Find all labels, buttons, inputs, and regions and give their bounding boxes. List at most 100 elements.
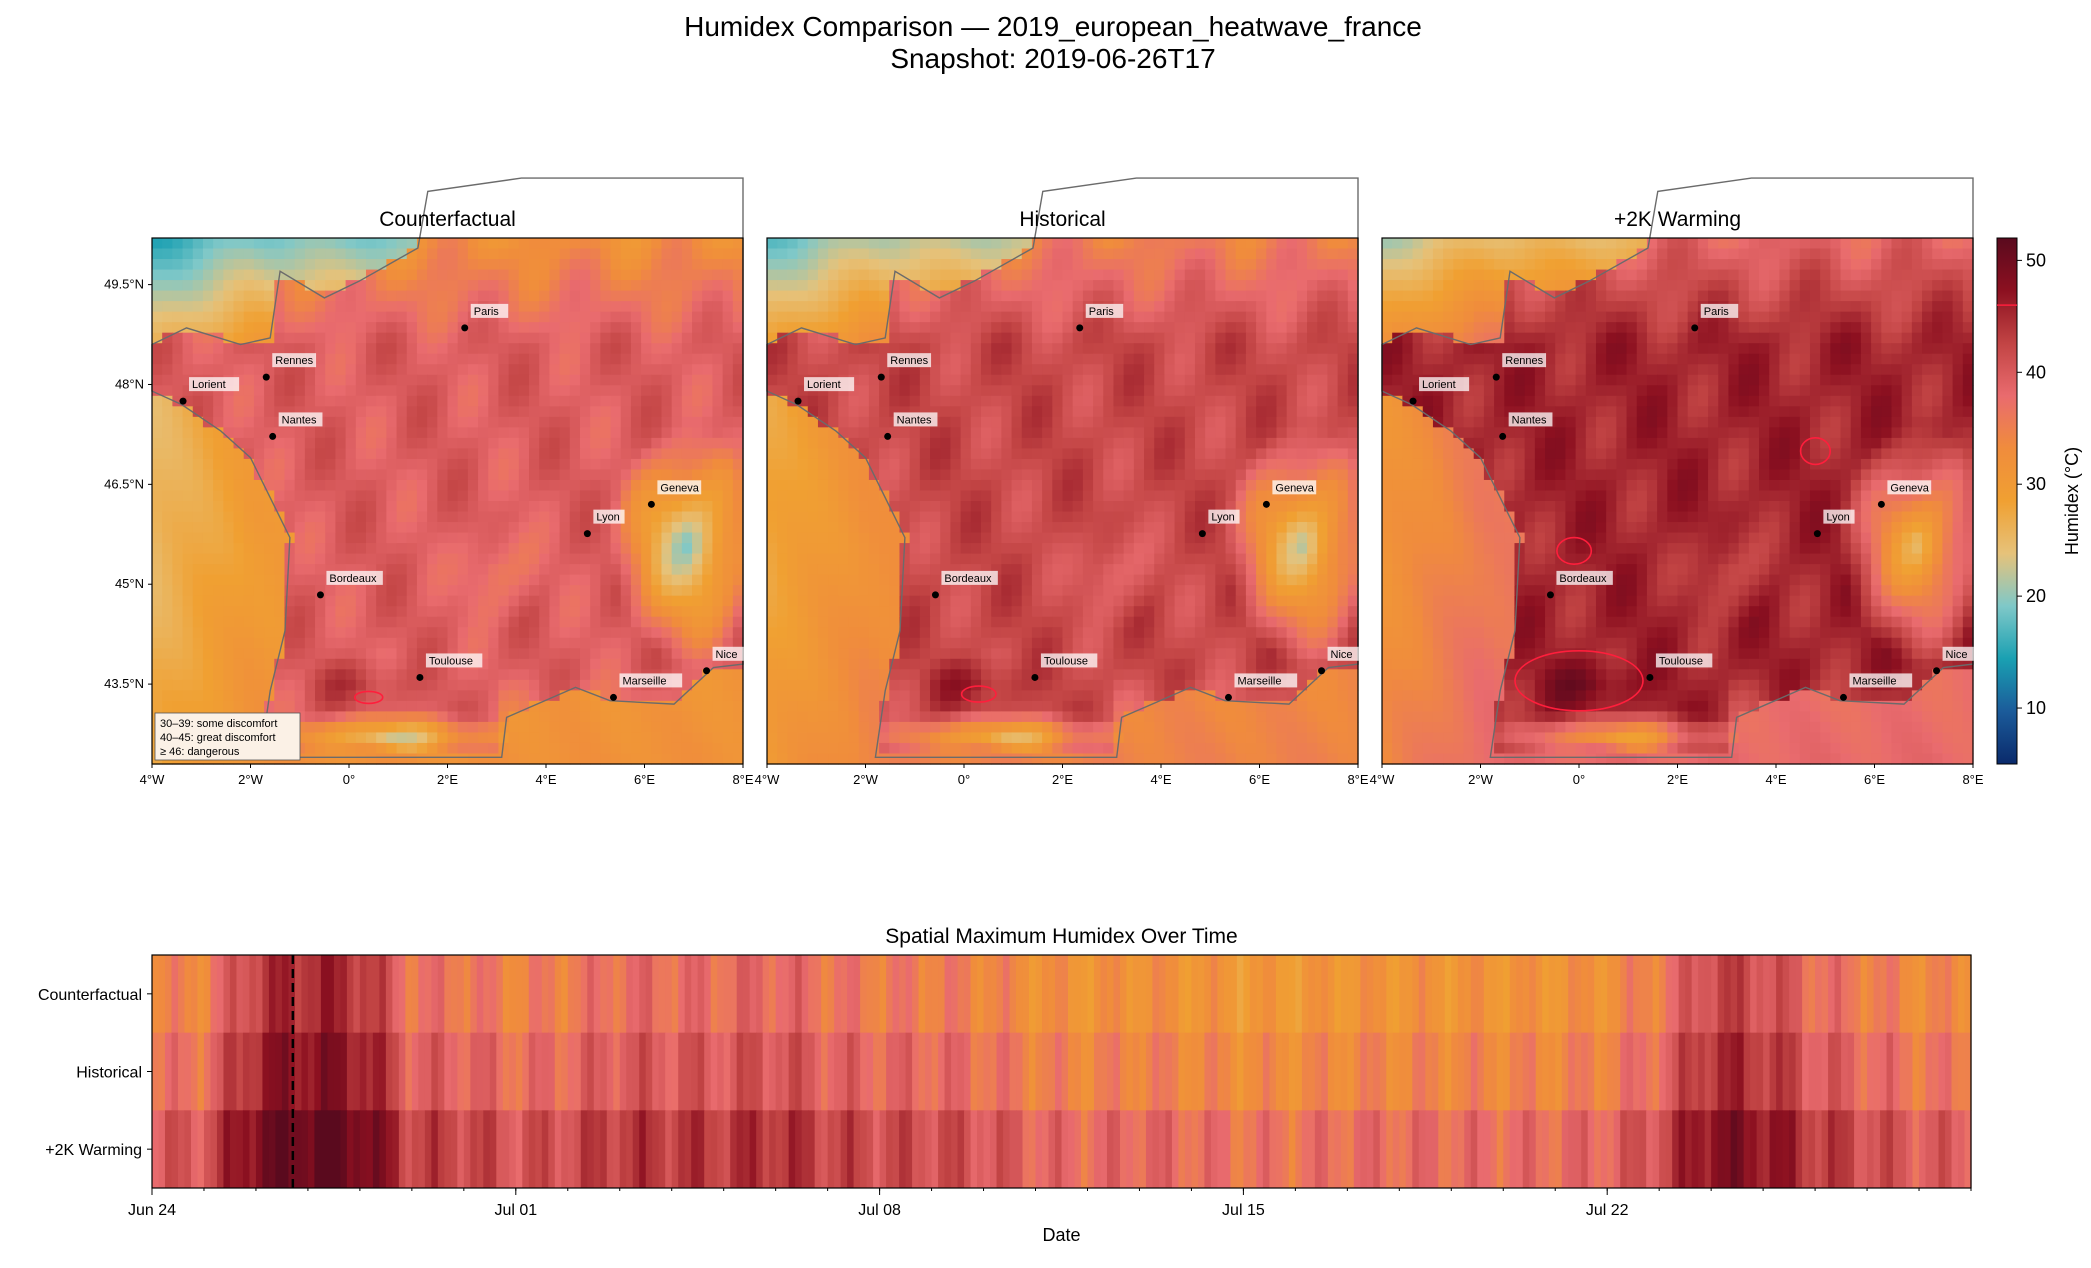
map-heat-cell <box>427 564 438 575</box>
map-heat-cell <box>284 259 295 270</box>
map-heat-cell <box>1124 343 1135 354</box>
map-heat-cell <box>1205 396 1216 407</box>
map-heat-cell <box>1205 312 1216 323</box>
map-heat-cell <box>1246 459 1257 470</box>
map-heat-cell <box>712 375 723 386</box>
map-heat-cell <box>1001 438 1012 449</box>
map-heat-cell <box>961 333 972 344</box>
map-heat-cell <box>162 480 173 491</box>
map-heat-cell <box>767 312 778 323</box>
map-heat-cell <box>570 627 581 638</box>
map-heat-cell <box>529 333 540 344</box>
map-heat-cell <box>859 291 870 302</box>
map-heat-cell <box>448 512 459 523</box>
map-heat-cell <box>346 732 357 743</box>
map-heat-cell <box>407 743 418 754</box>
map-heat-cell <box>560 585 571 596</box>
map-heat-cell <box>570 617 581 628</box>
map-heat-cell <box>274 533 285 544</box>
map-heat-cell <box>203 638 214 649</box>
map-heat-cell <box>478 448 489 459</box>
map-heat-cell <box>1124 596 1135 607</box>
map-heat-cell <box>611 732 622 743</box>
map-heat-cell <box>570 512 581 523</box>
map-heat-cell <box>981 301 992 312</box>
map-heat-cell <box>213 690 224 701</box>
map-heat-cell <box>305 617 316 628</box>
map-heat-cell <box>723 301 734 312</box>
map-heat-cell <box>264 596 275 607</box>
map-heat-cell <box>889 585 900 596</box>
map-heat-cell <box>295 606 306 617</box>
map-heat-cell <box>1266 543 1277 554</box>
map-heat-cell <box>950 480 961 491</box>
map-heat-cell <box>1113 448 1124 459</box>
map-heat-cell <box>920 469 931 480</box>
map-heat-cell <box>991 343 1002 354</box>
map-heat-cell <box>1103 438 1114 449</box>
map-heat-cell <box>193 343 204 354</box>
map-heat-cell <box>1256 375 1267 386</box>
map-heat-cell <box>1276 585 1287 596</box>
map-heat-cell <box>335 648 346 659</box>
map-heat-cell <box>1154 291 1165 302</box>
map-heat-cell <box>1287 270 1298 281</box>
map-heat-cell <box>723 701 734 712</box>
map-heat-cell <box>1175 249 1186 260</box>
map-heat-cell <box>305 501 316 512</box>
map-heat-cell <box>488 575 499 586</box>
map-heat-cell <box>1195 354 1206 365</box>
map-heat-cell <box>549 606 560 617</box>
map-heat-cell <box>682 753 693 764</box>
map-heat-cell <box>631 312 642 323</box>
map-heat-cell <box>346 469 357 480</box>
map-heat-cell <box>1266 427 1277 438</box>
map-heat-cell <box>203 322 214 333</box>
map-heat-cell <box>397 722 408 733</box>
map-heat-cell <box>366 322 377 333</box>
map-heat-cell <box>590 238 601 249</box>
map-heat-cell <box>529 680 540 691</box>
map-heat-cell <box>1175 322 1186 333</box>
map-heat-cell <box>1297 448 1308 459</box>
map-heat-cell <box>1185 522 1196 533</box>
map-heat-cell <box>560 512 571 523</box>
map-heat-cell <box>621 406 632 417</box>
map-heat-cell <box>1175 396 1186 407</box>
map-heat-cell <box>1175 596 1186 607</box>
map-heat-cell <box>427 343 438 354</box>
map-heat-cell <box>519 533 530 544</box>
map-heat-cell <box>376 512 387 523</box>
map-heat-cell <box>437 291 448 302</box>
map-heat-cell <box>488 280 499 291</box>
map-heat-cell <box>692 575 703 586</box>
map-heat-cell <box>777 343 788 354</box>
map-heat-cell <box>1307 259 1318 270</box>
map-heat-cell <box>437 280 448 291</box>
map-heat-cell <box>1338 280 1349 291</box>
map-heat-cell <box>437 343 448 354</box>
map-heat-cell <box>539 364 550 375</box>
map-heat-cell <box>651 406 662 417</box>
map-heat-cell <box>468 627 479 638</box>
map-heat-cell <box>549 322 560 333</box>
map-heat-cell <box>1032 564 1043 575</box>
map-heat-cell <box>767 270 778 281</box>
map-heat-cell <box>1073 585 1084 596</box>
map-heat-cell <box>1124 364 1135 375</box>
map-heat-cell <box>152 522 163 533</box>
map-heat-cell <box>437 596 448 607</box>
map-heat-cell <box>152 238 163 249</box>
map-heat-cell <box>818 291 829 302</box>
map-heat-cell <box>1276 396 1287 407</box>
map-heat-cell <box>712 312 723 323</box>
map-heat-cell <box>488 648 499 659</box>
map-heat-cell <box>335 448 346 459</box>
map-heat-cell <box>1236 522 1247 533</box>
map-heat-cell <box>254 680 265 691</box>
map-heat-cell <box>366 659 377 670</box>
map-heat-cell <box>910 512 921 523</box>
map-heat-cell <box>1215 354 1226 365</box>
map-heat-cell <box>1297 249 1308 260</box>
map-heat-cell <box>152 427 163 438</box>
